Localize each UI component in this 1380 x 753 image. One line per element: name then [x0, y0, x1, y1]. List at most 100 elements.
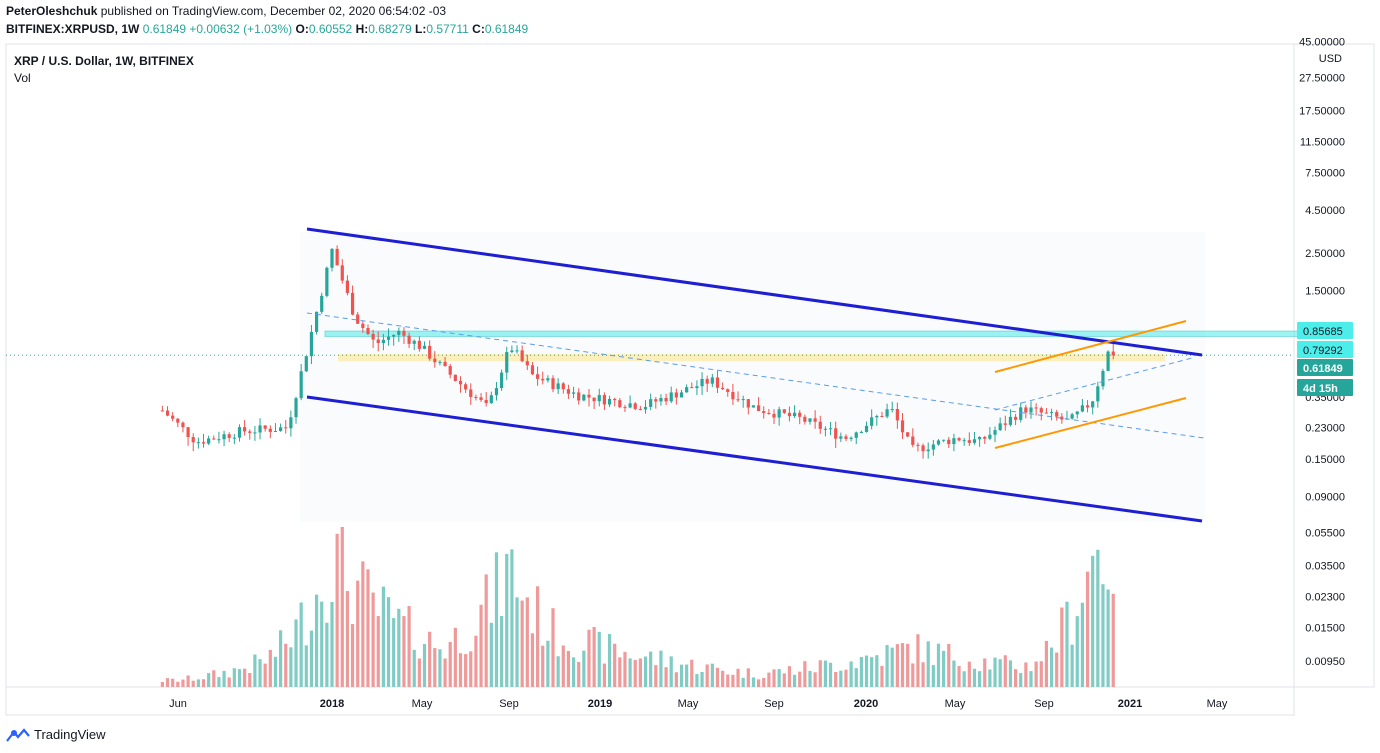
- volume-bar: [1065, 601, 1069, 687]
- volume-bar: [669, 656, 673, 687]
- volume-bar: [695, 674, 699, 687]
- candle-body: [957, 438, 961, 441]
- volume-bar: [438, 649, 442, 687]
- price-tick-label: 17.50000: [1299, 106, 1345, 118]
- volume-bar: [474, 635, 478, 687]
- volume-bar: [577, 661, 581, 687]
- volume-bar: [972, 668, 977, 687]
- volume-bar: [222, 670, 226, 687]
- candle-body: [494, 388, 499, 396]
- candle-body: [669, 392, 673, 402]
- candle-body: [1044, 412, 1049, 414]
- tradingview-logo-icon: [6, 727, 30, 742]
- volume-bar: [515, 597, 519, 687]
- candle-body: [232, 437, 236, 439]
- candle-body: [453, 374, 457, 381]
- candle-body: [330, 248, 334, 268]
- candle-body: [402, 330, 406, 336]
- volume-bar: [967, 661, 971, 687]
- volume-bar: [741, 677, 745, 687]
- volume-bar: [849, 661, 853, 687]
- candle-body: [823, 428, 828, 430]
- volume-bar: [854, 668, 858, 687]
- candle-body: [978, 437, 982, 440]
- volume-bar: [1070, 644, 1074, 687]
- volume-bar: [782, 673, 786, 687]
- volume-bar: [325, 622, 329, 687]
- symbol-label: BITFINEX:XRPUSD, 1W: [6, 22, 140, 36]
- candle-body: [849, 437, 853, 439]
- candle-body: [895, 408, 899, 421]
- volume-bar: [926, 641, 930, 687]
- candle-body: [803, 416, 807, 422]
- volume-bar: [659, 650, 663, 687]
- candle-body: [1070, 414, 1074, 419]
- candle-body: [294, 398, 298, 418]
- candle-body: [165, 410, 170, 416]
- volume-bar: [613, 643, 617, 687]
- volume-bar: [366, 569, 370, 687]
- candle-body: [428, 345, 432, 359]
- candle-body: [443, 361, 447, 367]
- candle-body: [258, 425, 262, 433]
- volume-bar: [710, 663, 714, 687]
- candle-body: [304, 356, 308, 372]
- volume-bar: [792, 674, 797, 687]
- dashed-trend-line: [306, 312, 1205, 439]
- candle-body: [309, 331, 314, 357]
- candle-body: [649, 399, 653, 407]
- volume-bar: [777, 669, 781, 687]
- time-tick-label: May: [412, 698, 433, 710]
- volume-bar: [885, 645, 889, 687]
- candle-body: [818, 421, 822, 429]
- volume-bar: [243, 668, 247, 687]
- volume-bar: [320, 601, 324, 687]
- candle-body: [715, 377, 720, 388]
- volume-bar: [664, 667, 668, 687]
- candle-body: [1085, 405, 1090, 408]
- volume-bar: [767, 672, 771, 687]
- legend-title: XRP / U.S. Dollar, 1W, BITFINEX: [14, 54, 194, 68]
- candle-body: [1019, 407, 1023, 420]
- volume-bar: [988, 669, 992, 687]
- volume-bar: [458, 653, 463, 687]
- time-tick-label: Jun: [169, 698, 187, 710]
- candle-body: [721, 387, 725, 390]
- publisher-name[interactable]: PeterOleshchuk: [6, 4, 98, 18]
- volume-bar: [191, 680, 195, 687]
- candle-body: [695, 386, 699, 389]
- candle-body: [947, 439, 951, 445]
- candle-body: [577, 392, 581, 401]
- candle-body: [325, 267, 329, 296]
- channel-upper-line: [306, 227, 1203, 357]
- candle-body: [186, 427, 190, 438]
- volume-bar: [587, 629, 591, 687]
- candle-body: [299, 371, 303, 399]
- time-axis[interactable]: [5, 686, 1295, 716]
- volume-bar: [726, 674, 730, 687]
- candle-body: [607, 398, 612, 405]
- volume-bar: [479, 604, 483, 687]
- volume-bar: [407, 606, 411, 687]
- candle-body: [618, 400, 622, 408]
- tradingview-footer[interactable]: TradingView: [6, 727, 106, 742]
- volume-bar: [607, 634, 612, 687]
- candle-body: [592, 397, 596, 402]
- candle-body: [314, 311, 319, 332]
- volume-bar: [746, 668, 750, 687]
- volume-bar: [942, 650, 946, 687]
- volume-bar: [510, 549, 514, 687]
- volume-bar: [952, 660, 956, 687]
- candle-body: [289, 417, 293, 429]
- volume-bar: [412, 649, 416, 687]
- volume-bar: [916, 634, 920, 687]
- time-tick-label: Sep: [1034, 698, 1054, 710]
- candle-body: [320, 295, 324, 312]
- volume-bar: [834, 671, 838, 687]
- volume-bar: [433, 648, 437, 687]
- candle-body: [674, 392, 678, 398]
- candle-body: [900, 420, 905, 433]
- price-label-text: 4d 15h: [1303, 383, 1338, 395]
- volume-bar: [212, 670, 216, 687]
